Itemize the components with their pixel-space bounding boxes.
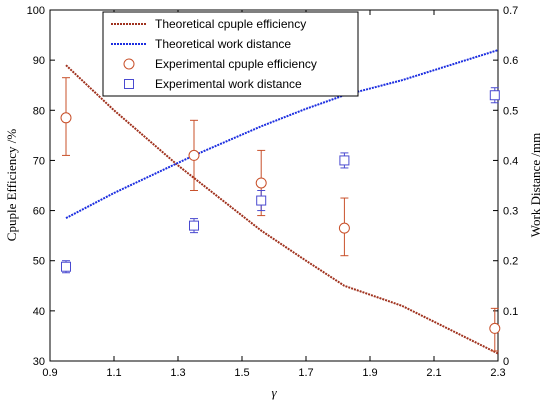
y-right-tick-label: 0.1	[503, 306, 518, 318]
legend-item: Experimental cpuple efficiency	[123, 57, 317, 71]
legend-item: Theoretical cpuple efficiency	[111, 17, 306, 31]
x-tick-label: 1.1	[106, 367, 121, 379]
y-right-tick-label: 0.6	[503, 55, 518, 67]
square-marker	[256, 195, 267, 206]
y-right-tick-label: 0.5	[503, 105, 518, 117]
x-tick-label: 1.5	[234, 367, 249, 379]
y-left-tick-label: 80	[33, 105, 45, 117]
y-left-tick-label: 90	[33, 55, 45, 67]
experimental-work-distance-point	[256, 190, 267, 212]
experimental-work-distance-point	[61, 260, 71, 274]
legend-label: Experimental cpuple efficiency	[155, 57, 317, 71]
x-tick-label: 1.7	[298, 367, 313, 379]
legend-label: Theoretical cpuple efficiency	[155, 17, 306, 31]
y-left-tick-label: 40	[33, 306, 45, 318]
x-tick-label: 1.3	[170, 367, 185, 379]
square-marker	[189, 220, 199, 231]
y-left-tick-label: 60	[33, 206, 45, 218]
square-marker	[489, 90, 500, 101]
y-right-tick-label: 0.7	[503, 5, 518, 17]
y-right-tick-label: 0.2	[503, 256, 518, 268]
x-axis-title: γ	[271, 385, 277, 400]
legend-circle-swatch	[123, 58, 135, 70]
legend-square-swatch	[124, 79, 134, 89]
y-left-tick-label: 70	[33, 155, 45, 167]
experimental-work-distance-point	[489, 87, 500, 104]
legend-item: Theoretical work distance	[111, 37, 291, 51]
series-layer	[60, 49, 501, 355]
experimental-cpuple-efficiency-point	[489, 307, 501, 352]
experimental-work-distance-point	[339, 152, 350, 169]
legend-label: Theoretical work distance	[155, 37, 291, 51]
circle-marker	[338, 222, 350, 234]
y-left-axis-ticks: 30 40 50 60 70 80 90 100	[27, 5, 55, 368]
y-right-tick-label: 0.4	[503, 155, 518, 167]
y-right-axis-ticks: 0 0.1 0.2 0.3 0.4 0.5 0.6 0.7	[493, 5, 518, 368]
experimental-work-distance-point	[189, 218, 199, 234]
circle-marker	[489, 322, 501, 334]
experimental-cpuple-efficiency-point	[188, 119, 200, 192]
y-left-tick-label: 30	[33, 356, 45, 368]
theoretical-cpuple-efficiency-line	[65, 64, 499, 355]
experimental-cpuple-efficiency-point	[60, 77, 72, 156]
x-tick-label: 1.9	[362, 367, 377, 379]
y-left-tick-label: 100	[27, 5, 45, 17]
experimental-cpuple-efficiency-point	[338, 197, 350, 257]
y-right-axis-title: Work Distance /mm	[528, 133, 543, 237]
legend: Theoretical cpuple efficiency Theoretical…	[102, 11, 359, 97]
circle-marker	[60, 112, 72, 124]
x-tick-label: 0.9	[42, 367, 57, 379]
y-left-tick-label: 50	[33, 256, 45, 268]
legend-item: Experimental work distance	[124, 77, 302, 91]
square-marker	[61, 261, 71, 272]
legend-box	[102, 11, 359, 97]
y-left-axis-title: Cpuple Efficiency /%	[4, 129, 19, 242]
x-tick-label: 2.3	[490, 367, 505, 379]
y-right-tick-label: 0.3	[503, 206, 518, 218]
x-tick-label: 2.1	[426, 367, 441, 379]
circle-marker	[188, 149, 200, 161]
x-axis-ticks: 0.9 1.1 1.3 1.5 1.7 1.9 2.1 2.3	[42, 10, 506, 379]
square-marker	[339, 155, 350, 166]
circle-marker	[255, 177, 267, 189]
y-right-tick-label: 0	[503, 356, 509, 368]
legend-label: Experimental work distance	[155, 77, 302, 91]
